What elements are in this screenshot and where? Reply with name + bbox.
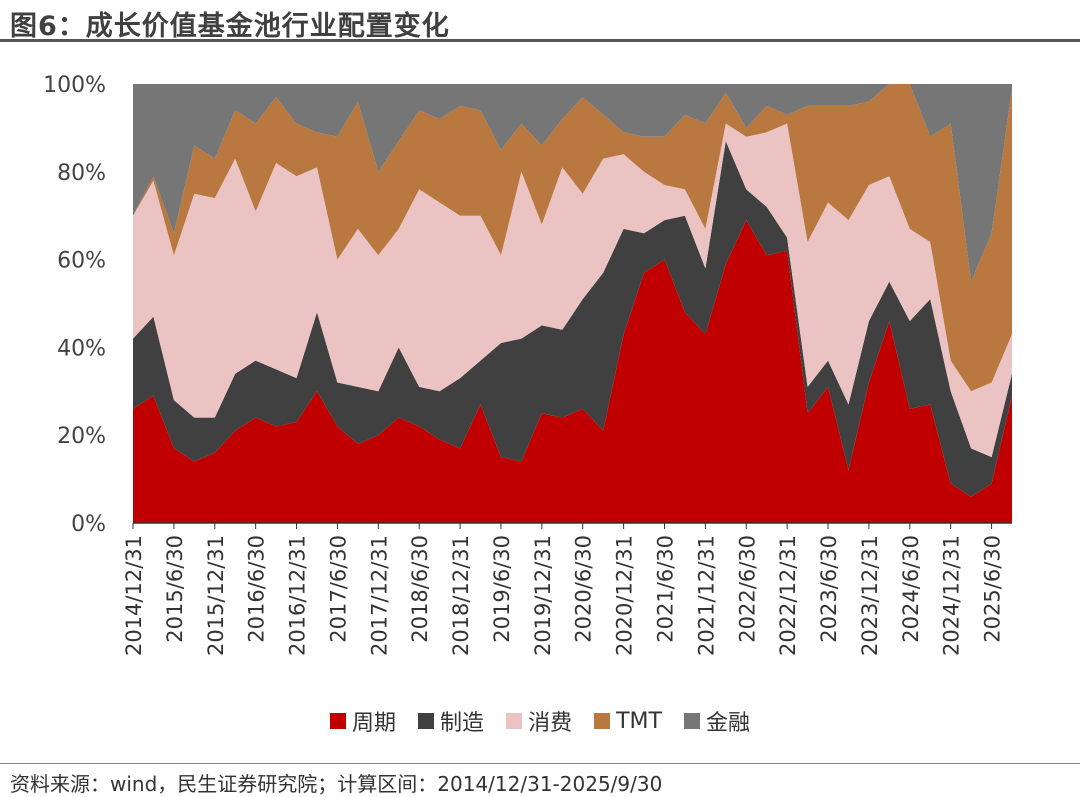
x-tick-label: 2017/12/31	[367, 535, 391, 656]
source-note: 资料来源：wind，民生证券研究院；计算区间：2014/12/31-2025/9…	[10, 772, 663, 796]
y-tick-label: 0%	[71, 512, 106, 537]
area-series-4	[133, 84, 1012, 282]
legend-label: 制造	[440, 711, 485, 736]
legend-swatch	[506, 713, 523, 729]
x-tick-label: 2022/12/31	[776, 535, 800, 656]
x-tick-label: 2017/6/30	[326, 535, 350, 643]
legend-swatch	[418, 713, 435, 729]
x-tick-label: 2025/6/30	[981, 535, 1005, 643]
y-tick-label: 20%	[57, 424, 106, 449]
stacked-area-chart: 0% 20% 40% 60% 80% 100% 2014/12/31 2015/6/30 201…	[43, 73, 1012, 656]
x-tick-label: 2016/12/31	[286, 535, 310, 656]
area-series-1	[133, 141, 1012, 497]
legend: 周期 制造 消费 TMT 金融	[0, 705, 1080, 737]
title-divider	[0, 39, 1080, 42]
x-tick-label: 2016/6/30	[245, 535, 269, 643]
x-tick-label: 2020/12/31	[613, 535, 637, 656]
area-series-3	[133, 84, 1012, 392]
y-tick-label: 100%	[43, 73, 106, 98]
x-tick-label: 2021/6/30	[653, 535, 677, 643]
x-tick-label: 2018/12/31	[449, 535, 473, 656]
x-tick-label: 2015/6/30	[163, 535, 187, 643]
legend-swatch	[330, 713, 347, 729]
x-tick-label: 2020/6/30	[572, 535, 596, 643]
legend-label: 金融	[705, 711, 750, 736]
x-tick-label: 2015/12/31	[204, 535, 228, 656]
x-tick-label: 2024/6/30	[899, 535, 923, 643]
legend-label: 消费	[528, 711, 573, 736]
y-tick-label: 80%	[57, 161, 106, 186]
x-tick-label: 2023/12/31	[858, 535, 882, 656]
legend-item-2: 消费	[506, 705, 572, 737]
legend-label: 周期	[352, 711, 397, 736]
y-tick-label: 40%	[57, 336, 106, 361]
legend-item-0: 周期	[330, 705, 396, 737]
legend-item-3: TMT	[594, 705, 662, 737]
area-series-0	[133, 220, 1012, 523]
x-tick-label: 2022/6/30	[735, 535, 759, 643]
x-tick-label: 2014/12/31	[122, 535, 146, 656]
x-tick-label: 2019/6/30	[490, 535, 514, 643]
area-series-2	[133, 123, 1012, 458]
footer-divider	[0, 763, 1080, 764]
y-tick-label: 60%	[57, 249, 106, 274]
figure-title: 图6：成长价值基金池行业配置变化	[10, 11, 450, 42]
x-tick-label: 2023/6/30	[817, 535, 841, 643]
x-tick-label: 2021/12/31	[694, 535, 718, 656]
x-tick-label: 2018/6/30	[408, 535, 432, 643]
legend-label: TMT	[616, 708, 662, 734]
legend-swatch	[683, 713, 700, 729]
x-tick-label: 2024/12/31	[940, 535, 964, 656]
legend-item-4: 金融	[683, 705, 750, 737]
legend-item-1: 制造	[418, 705, 484, 737]
x-tick-label: 2019/12/31	[531, 535, 555, 656]
legend-swatch	[594, 713, 611, 729]
